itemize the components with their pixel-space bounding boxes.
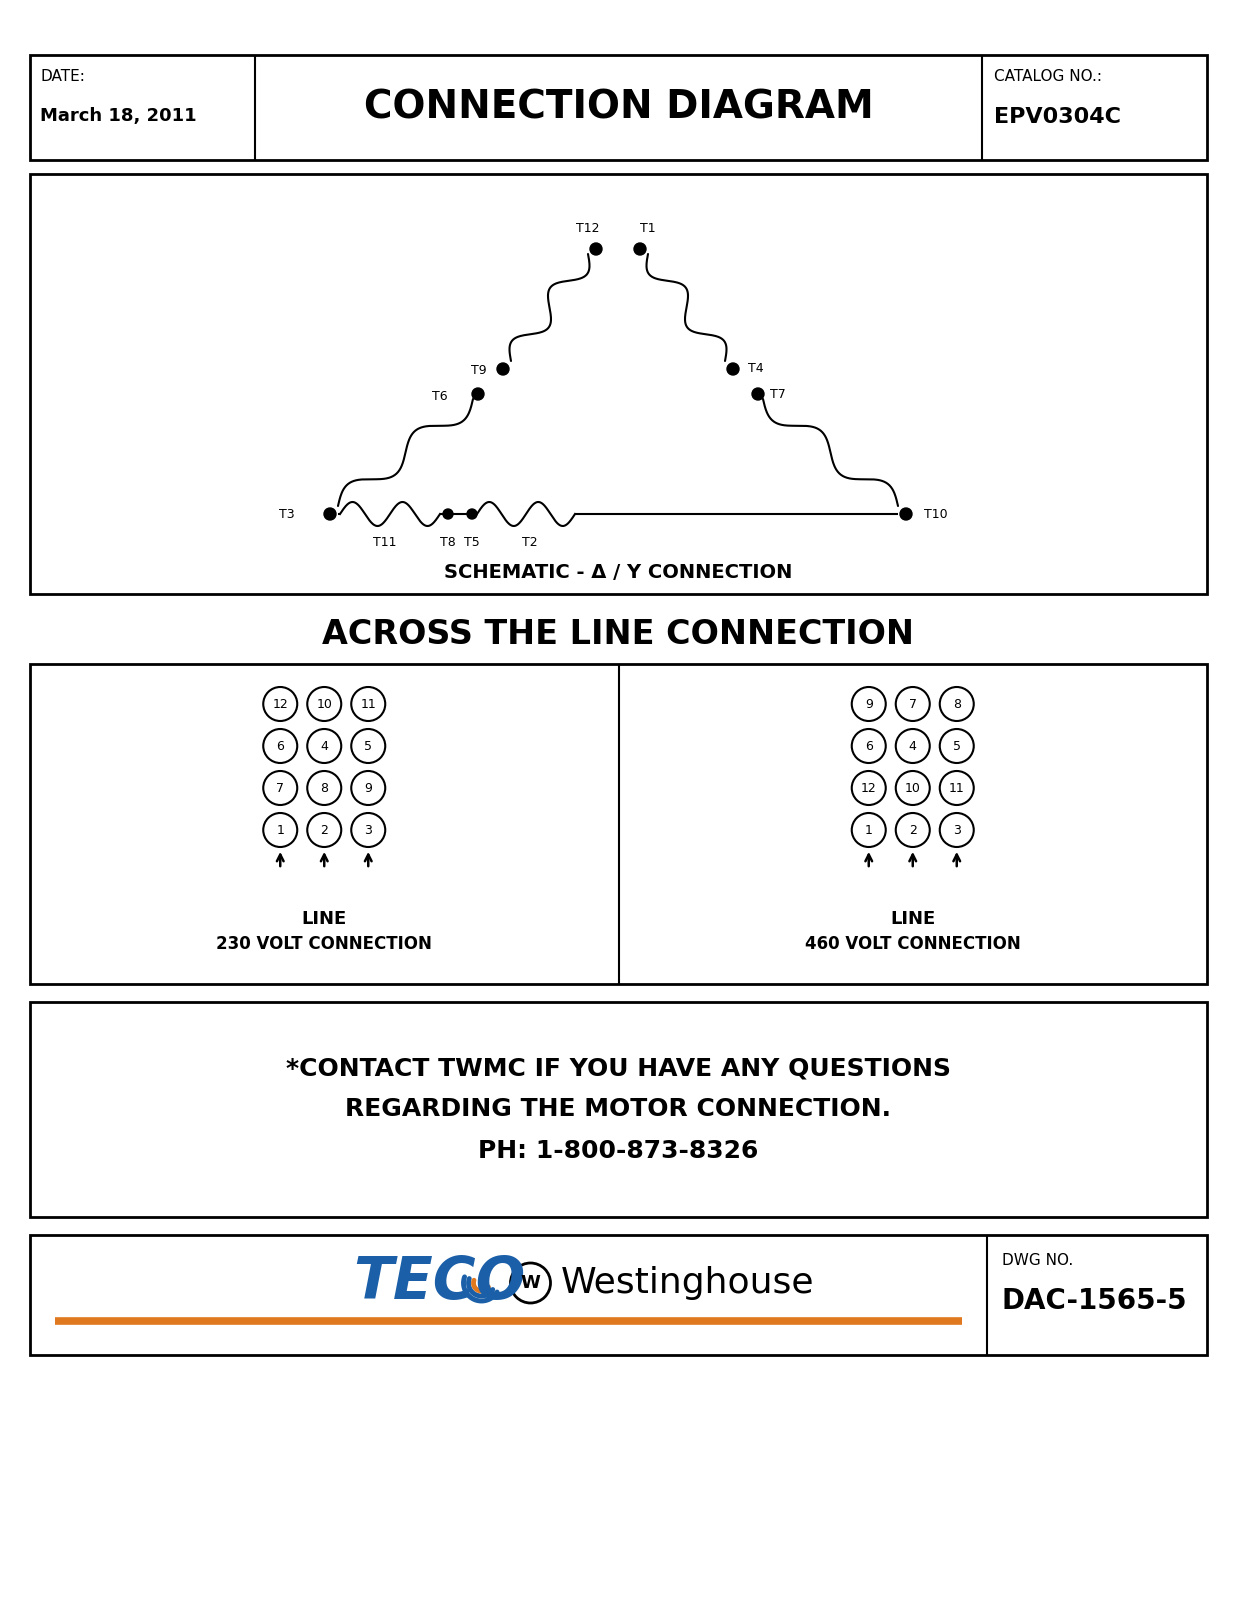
Text: 2: 2 bbox=[909, 824, 917, 837]
Text: T12: T12 bbox=[576, 222, 600, 235]
Text: 6: 6 bbox=[276, 739, 285, 752]
Text: W: W bbox=[521, 1274, 541, 1293]
Text: 12: 12 bbox=[861, 781, 877, 795]
Text: 1: 1 bbox=[865, 824, 872, 837]
Text: 9: 9 bbox=[365, 781, 372, 795]
Text: T4: T4 bbox=[748, 363, 763, 376]
Text: 6: 6 bbox=[865, 739, 872, 752]
Circle shape bbox=[635, 243, 646, 254]
Bar bbox=[30, 664, 1207, 984]
Text: 8: 8 bbox=[320, 781, 328, 795]
Text: DAC-1565-5: DAC-1565-5 bbox=[1002, 1286, 1188, 1315]
Text: Westinghouse: Westinghouse bbox=[560, 1266, 814, 1299]
Text: 2: 2 bbox=[320, 824, 328, 837]
Circle shape bbox=[901, 509, 910, 518]
Text: T6: T6 bbox=[433, 389, 448, 403]
Text: LINE: LINE bbox=[302, 910, 346, 928]
Text: 3: 3 bbox=[952, 824, 961, 837]
Circle shape bbox=[325, 509, 335, 518]
Text: 230 VOLT CONNECTION: 230 VOLT CONNECTION bbox=[216, 934, 432, 954]
Bar bbox=[30, 1002, 1207, 1218]
Bar bbox=[30, 1235, 1207, 1355]
Text: T8: T8 bbox=[440, 536, 456, 549]
Text: T9: T9 bbox=[471, 365, 486, 378]
Circle shape bbox=[497, 363, 508, 374]
Text: 3: 3 bbox=[365, 824, 372, 837]
Text: CONNECTION DIAGRAM: CONNECTION DIAGRAM bbox=[364, 88, 873, 126]
Text: T5: T5 bbox=[464, 536, 480, 549]
Text: March 18, 2011: March 18, 2011 bbox=[40, 107, 197, 125]
Bar bbox=[30, 54, 1207, 160]
Text: LINE: LINE bbox=[891, 910, 935, 928]
Text: 10: 10 bbox=[904, 781, 920, 795]
Circle shape bbox=[473, 387, 484, 400]
Text: 9: 9 bbox=[865, 698, 872, 710]
Circle shape bbox=[468, 509, 477, 518]
Text: EPV0304C: EPV0304C bbox=[995, 107, 1121, 126]
Circle shape bbox=[752, 387, 764, 400]
Text: T11: T11 bbox=[374, 536, 397, 549]
Text: *CONTACT TWMC IF YOU HAVE ANY QUESTIONS
REGARDING THE MOTOR CONNECTION.
PH: 1-80: *CONTACT TWMC IF YOU HAVE ANY QUESTIONS … bbox=[286, 1056, 950, 1163]
Text: CATALOG NO.:: CATALOG NO.: bbox=[995, 69, 1102, 83]
Circle shape bbox=[590, 243, 602, 254]
Circle shape bbox=[324, 509, 336, 520]
Text: DATE:: DATE: bbox=[40, 69, 85, 83]
Text: T10: T10 bbox=[924, 507, 948, 520]
Text: DWG NO.: DWG NO. bbox=[1002, 1253, 1074, 1267]
Circle shape bbox=[727, 363, 738, 374]
Text: 12: 12 bbox=[272, 698, 288, 710]
Text: 10: 10 bbox=[317, 698, 333, 710]
Text: T1: T1 bbox=[641, 222, 656, 235]
Text: T3: T3 bbox=[280, 507, 294, 520]
Text: 7: 7 bbox=[909, 698, 917, 710]
Text: 8: 8 bbox=[952, 698, 961, 710]
Circle shape bbox=[901, 509, 912, 520]
Text: TECO: TECO bbox=[354, 1254, 526, 1312]
Text: SCHEMATIC - Δ / Y CONNECTION: SCHEMATIC - Δ / Y CONNECTION bbox=[444, 563, 792, 581]
Text: 7: 7 bbox=[276, 781, 285, 795]
Bar bbox=[30, 174, 1207, 594]
Text: 11: 11 bbox=[360, 698, 376, 710]
Text: 4: 4 bbox=[909, 739, 917, 752]
Text: 5: 5 bbox=[952, 739, 961, 752]
Text: T7: T7 bbox=[769, 387, 785, 400]
Circle shape bbox=[443, 509, 453, 518]
Text: 1: 1 bbox=[276, 824, 285, 837]
Text: 4: 4 bbox=[320, 739, 328, 752]
Text: 5: 5 bbox=[364, 739, 372, 752]
Text: ACROSS THE LINE CONNECTION: ACROSS THE LINE CONNECTION bbox=[322, 618, 914, 651]
Text: T2: T2 bbox=[522, 536, 538, 549]
Text: 11: 11 bbox=[949, 781, 965, 795]
Text: 460 VOLT CONNECTION: 460 VOLT CONNECTION bbox=[805, 934, 1021, 954]
